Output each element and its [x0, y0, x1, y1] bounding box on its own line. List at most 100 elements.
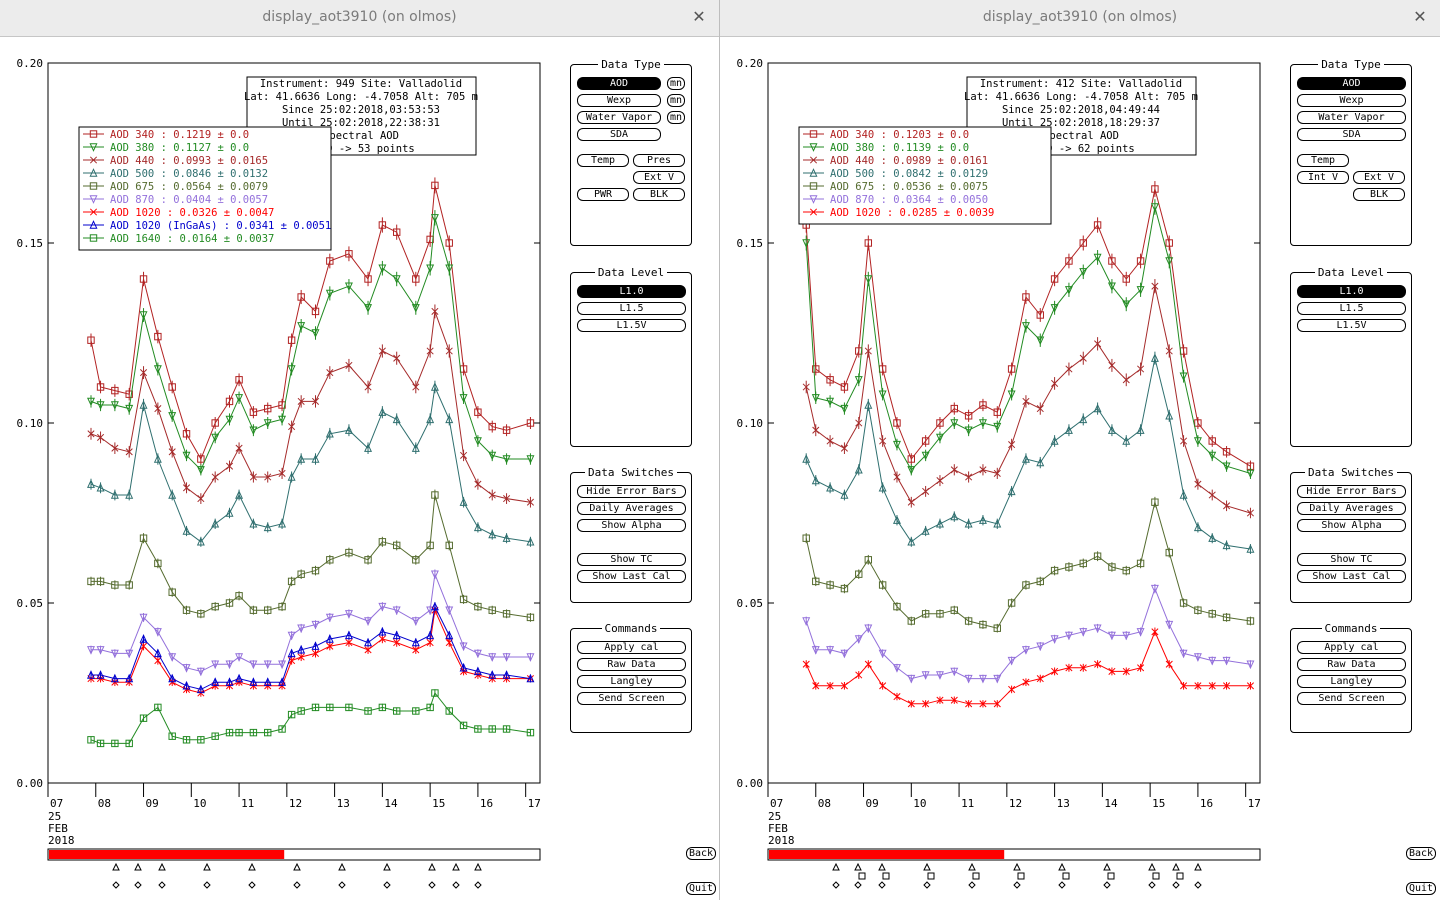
hide-error-bars-button[interactable]: Hide Error Bars [1297, 485, 1406, 498]
data-point [125, 448, 133, 456]
daily-averages-button[interactable]: Daily Averages [1297, 502, 1406, 515]
wexp-button[interactable]: Wexp [1297, 94, 1406, 107]
info-line: Since 25:02:2018,04:49:44 [1002, 104, 1160, 116]
data-point [1036, 311, 1044, 319]
show-tc-button[interactable]: Show TC [577, 553, 686, 566]
pres-button[interactable]: Pres [633, 154, 685, 167]
hide-error-bars-button[interactable]: Hide Error Bars [577, 485, 686, 498]
close-icon[interactable]: ✕ [1413, 7, 1427, 26]
x-tick-label: 16 [1200, 797, 1213, 810]
blk-button[interactable]: BLK [633, 188, 685, 201]
data-type-title: Data Type [598, 58, 664, 71]
data-point [325, 428, 334, 438]
data-point [297, 624, 306, 634]
show-tc-button[interactable]: Show TC [1297, 553, 1406, 566]
aod-chart: 0.00 0.05 0.10 0.15 0.20 07 08 09 10 11 12 13 14 15 16… [17, 57, 541, 889]
aod-button[interactable]: AOD [577, 77, 661, 90]
data-point [225, 660, 234, 670]
l15-button[interactable]: L1.5 [577, 302, 686, 315]
data-point [1136, 257, 1145, 265]
x-tick-label: 10 [913, 797, 926, 810]
data-point [921, 437, 930, 445]
show-last-cal-button[interactable]: Show Last Cal [577, 570, 686, 583]
x-tick-label: 13 [1057, 797, 1070, 810]
data-point [364, 556, 372, 564]
pwr-button[interactable]: PWR [577, 188, 629, 201]
quit-button[interactable]: Quit [686, 882, 716, 895]
raw-data-button[interactable]: Raw Data [577, 658, 686, 671]
x-tick-label: 08 [98, 797, 111, 810]
data-point [1122, 436, 1131, 445]
l15v-button[interactable]: L1.5V [577, 319, 686, 332]
l15-button[interactable]: L1.5 [1297, 302, 1406, 315]
data-point [182, 736, 191, 744]
water-vapor-mn-button[interactable]: mn [667, 111, 685, 124]
progress-bar [47, 848, 541, 861]
water-vapor-button[interactable]: Water Vapor [577, 111, 661, 124]
raw-data-button[interactable]: Raw Data [1297, 658, 1406, 671]
apply-cal-button[interactable]: Apply cal [1297, 641, 1406, 654]
titlebar[interactable]: display_aot3910 (on olmos) ✕ [0, 0, 719, 37]
show-alpha-button[interactable]: Show Alpha [577, 519, 686, 532]
data-point [826, 581, 834, 589]
temp-button[interactable]: Temp [577, 154, 629, 167]
ext-v-button[interactable]: Ext V [633, 171, 685, 184]
data-point [297, 644, 306, 654]
sda-button[interactable]: SDA [1297, 128, 1406, 141]
langley-button[interactable]: Langley [577, 675, 686, 688]
data-point [978, 674, 987, 684]
daily-averages-button[interactable]: Daily Averages [577, 502, 686, 515]
data-point [168, 732, 176, 740]
triangle-marker [474, 862, 482, 871]
diamond-marker [1172, 881, 1180, 889]
apply-cal-button[interactable]: Apply cal [577, 641, 686, 654]
blk-button[interactable]: BLK [1353, 188, 1405, 201]
legend-marker [809, 156, 818, 164]
data-point [802, 239, 811, 248]
titlebar[interactable]: display_aot3910 (on olmos) ✕ [720, 0, 1440, 37]
data-point [1193, 437, 1202, 446]
data-point [111, 444, 119, 452]
data-point [110, 649, 119, 659]
data-point [182, 664, 191, 673]
quit-button[interactable]: Quit [1406, 882, 1436, 895]
show-alpha-button[interactable]: Show Alpha [1297, 519, 1406, 532]
data-point [325, 634, 334, 643]
sda-button[interactable]: SDA [577, 128, 661, 141]
l15v-button[interactable]: L1.5V [1297, 319, 1406, 332]
data-point [139, 369, 148, 377]
send-screen-button[interactable]: Send Screen [1297, 692, 1406, 705]
back-button[interactable]: Back [1406, 847, 1436, 860]
data-point [411, 304, 420, 313]
water-vapor-button[interactable]: Water Vapor [1297, 111, 1406, 124]
data-point [326, 369, 334, 377]
aod-button[interactable]: AOD [1297, 77, 1406, 90]
temp-button[interactable]: Temp [1297, 154, 1349, 167]
ext-v-button[interactable]: Ext V [1353, 171, 1405, 184]
l10-button[interactable]: L1.0 [577, 285, 686, 298]
data-point [168, 490, 177, 499]
show-last-cal-button[interactable]: Show Last Cal [1297, 570, 1406, 583]
data-point [196, 466, 205, 475]
wexp-button[interactable]: Wexp [577, 94, 661, 107]
data-point [297, 322, 306, 331]
data-point [503, 495, 511, 503]
send-screen-button[interactable]: Send Screen [577, 692, 686, 705]
data-point [1194, 419, 1202, 427]
langley-button[interactable]: Langley [1297, 675, 1406, 688]
back-button[interactable]: Back [686, 847, 716, 860]
aod-mn-button[interactable]: mn [667, 77, 685, 90]
x-date-label: FEB [48, 822, 68, 835]
data-point [125, 673, 134, 683]
diamond-marker [854, 881, 862, 889]
progress-fill [769, 850, 1005, 859]
data-point [1179, 372, 1188, 382]
close-icon[interactable]: ✕ [692, 7, 706, 26]
l10-button[interactable]: L1.0 [1297, 285, 1406, 298]
wexp-mn-button[interactable]: mn [667, 94, 685, 107]
data-point [325, 613, 334, 623]
data-point [526, 673, 535, 683]
int-v-button[interactable]: Int V [1297, 171, 1349, 184]
data-point [802, 660, 810, 668]
data-point [1208, 682, 1216, 690]
